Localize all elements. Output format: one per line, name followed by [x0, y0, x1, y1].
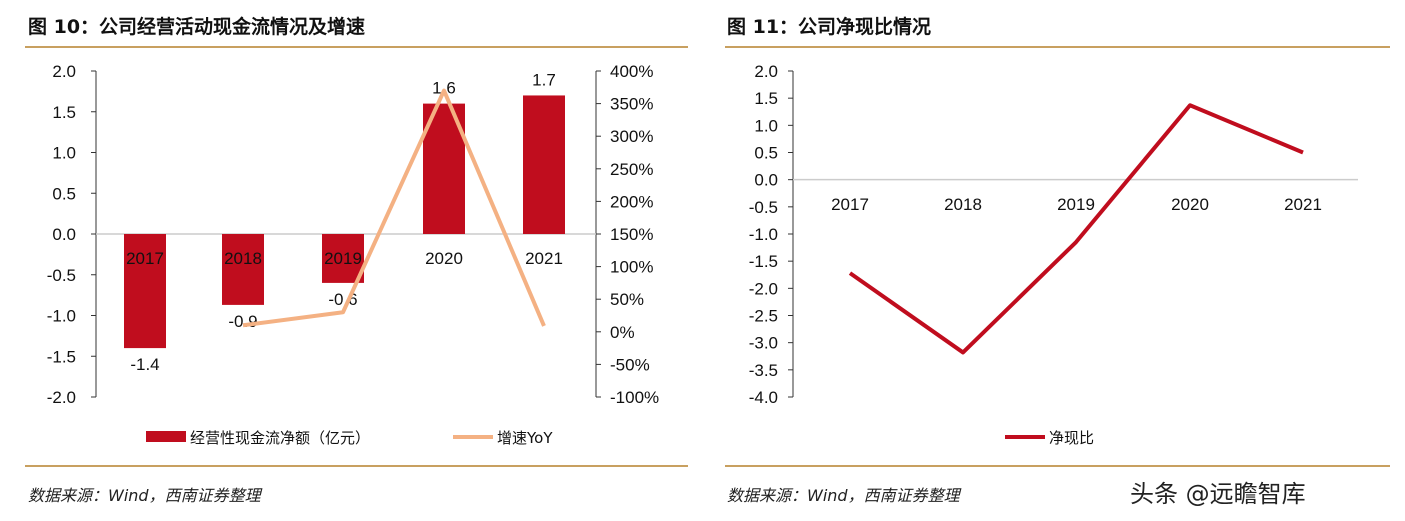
- x-tick-label: 2021: [525, 249, 563, 268]
- y2-tick-label: 200%: [610, 192, 653, 211]
- y2-tick-label: 150%: [610, 225, 653, 244]
- y2-tick-label: 50%: [610, 290, 644, 309]
- bar-2019: [322, 234, 364, 283]
- x-tick-label: 2018: [944, 195, 982, 214]
- y-tick-label: 1.0: [754, 116, 778, 135]
- x-tick-label: 2017: [831, 195, 869, 214]
- x-tick-label: 2017: [126, 249, 164, 268]
- y-tick-label: -3.5: [749, 361, 778, 380]
- chart-title-left: 图 10：公司经营活动现金流情况及增速: [28, 16, 366, 38]
- bar-data-label: -0.9: [228, 312, 257, 331]
- y-tick-label: 0.5: [52, 184, 76, 203]
- y2-tick-label: 400%: [610, 62, 653, 81]
- bar-2017: [124, 234, 166, 349]
- y2-tick-label: -50%: [610, 355, 650, 374]
- x-tick-label: 2020: [1171, 195, 1209, 214]
- y-tick-label: -3.0: [749, 334, 778, 353]
- y-tick-label: 1.5: [52, 103, 76, 122]
- watermark: 头条 @远瞻智库: [1130, 480, 1306, 508]
- y2-tick-label: 300%: [610, 127, 653, 146]
- legend-label-bar: 经营性现金流净额（亿元）: [190, 429, 370, 447]
- title-divider-right: [725, 46, 1390, 48]
- y2-tick-label: 0%: [610, 323, 635, 342]
- y-tick-label: -1.0: [47, 307, 76, 326]
- y-tick-label: 0.0: [754, 171, 778, 190]
- bar-data-label: 1.6: [432, 79, 456, 98]
- y-tick-label: -4.0: [749, 388, 778, 407]
- y-tick-label: 0.0: [52, 225, 76, 244]
- legend-label-line: 增速YoY: [497, 429, 553, 447]
- y-tick-label: 2.0: [754, 62, 778, 81]
- y-tick-label: -1.5: [749, 252, 778, 271]
- y-tick-label: -1.5: [47, 347, 76, 366]
- y-tick-label: -1.0: [749, 225, 778, 244]
- yoy-line: [242, 88, 546, 328]
- footer-divider-right: [725, 465, 1390, 467]
- y2-tick-label: -100%: [610, 388, 659, 407]
- y-tick-label: -2.0: [749, 279, 778, 298]
- footer-divider-left: [25, 465, 688, 467]
- y-tick-label: 1.0: [52, 144, 76, 163]
- source-note-right: 数据来源：Wind，西南证券整理: [727, 486, 960, 505]
- x-tick-label: 2020: [425, 249, 463, 268]
- legend-label-2: 净现比: [1049, 429, 1094, 447]
- x-tick-label: 2019: [324, 249, 362, 268]
- y-tick-label: 0.5: [754, 144, 778, 163]
- x-tick-label: 2018: [224, 249, 262, 268]
- y-tick-label: -2.5: [749, 307, 778, 326]
- y-tick-label: -2.0: [47, 388, 76, 407]
- source-note-left: 数据来源：Wind，西南证券整理: [28, 486, 261, 505]
- title-divider-left: [25, 46, 688, 48]
- y2-tick-label: 350%: [610, 95, 653, 114]
- y2-tick-label: 100%: [610, 258, 653, 277]
- legend-swatch-bar: [146, 431, 186, 442]
- bar-data-label: 1.7: [532, 70, 556, 89]
- y2-tick-label: 250%: [610, 160, 653, 179]
- bar-2018: [222, 234, 264, 305]
- bar-2021: [523, 95, 565, 234]
- bar-data-label: -1.4: [130, 355, 159, 374]
- y-tick-label: -0.5: [47, 266, 76, 285]
- y-tick-label: 2.0: [52, 62, 76, 81]
- chart-title-right: 图 11：公司净现比情况: [727, 16, 932, 38]
- x-tick-label: 2019: [1057, 195, 1095, 214]
- x-tick-label: 2021: [1284, 195, 1322, 214]
- net-cash-ratio-line: [848, 103, 1304, 355]
- y-tick-label: 1.5: [754, 89, 778, 108]
- y-tick-label: -0.5: [749, 198, 778, 217]
